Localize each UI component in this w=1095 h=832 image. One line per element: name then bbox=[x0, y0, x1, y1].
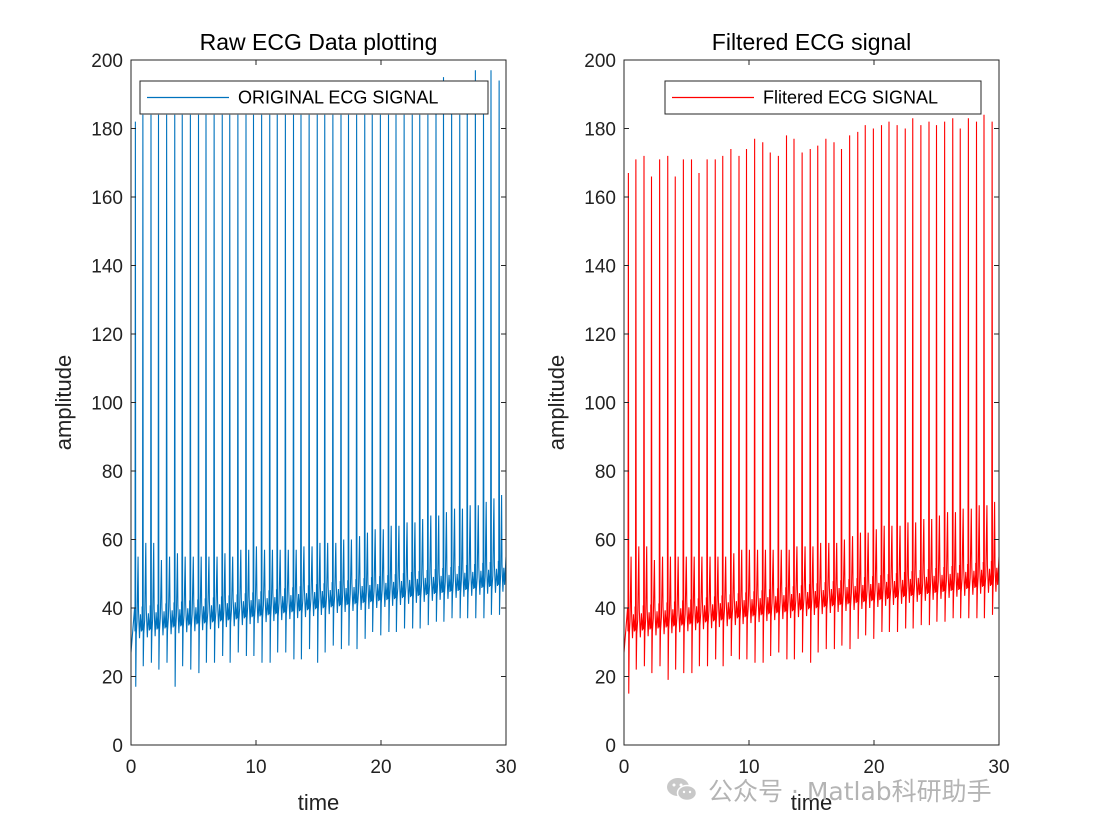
y-tick-label: 160 bbox=[584, 188, 616, 209]
x-tick-label: 30 bbox=[495, 757, 516, 778]
x-tick-label: 20 bbox=[370, 757, 391, 778]
y-axis-label: amplitude bbox=[51, 355, 76, 450]
x-tick-label: 0 bbox=[126, 757, 137, 778]
y-tick-label: 20 bbox=[595, 668, 616, 689]
legend: Flitered ECG SIGNAL bbox=[664, 80, 982, 115]
y-tick-label: 140 bbox=[584, 257, 616, 278]
x-axis-label: time bbox=[298, 790, 340, 815]
y-tick-label: 60 bbox=[595, 531, 616, 552]
y-tick-label: 140 bbox=[91, 257, 123, 278]
y-tick-label: 120 bbox=[91, 325, 123, 346]
wechat-icon bbox=[667, 778, 698, 802]
y-tick-label: 200 bbox=[584, 51, 616, 72]
x-tick-label: 10 bbox=[738, 757, 759, 778]
y-tick-label: 60 bbox=[102, 531, 123, 552]
y-tick-label: 100 bbox=[91, 394, 123, 415]
y-tick-label: 40 bbox=[595, 599, 616, 620]
y-axis-label: amplitude bbox=[544, 355, 569, 450]
series-line bbox=[131, 70, 506, 687]
filtered-ecg-axes: 0 20 40 60 80 100 120 140 160 180 200 0 10 20 30 Filter… bbox=[544, 29, 1010, 815]
y-tick-label: 100 bbox=[584, 394, 616, 415]
legend-label: ORIGINAL ECG SIGNAL bbox=[238, 88, 438, 108]
legend: ORIGINAL ECG SIGNAL bbox=[139, 80, 489, 115]
series-line bbox=[624, 114, 999, 694]
plot-area bbox=[131, 60, 506, 745]
x-tick-label: 30 bbox=[988, 757, 1009, 778]
x-tick-label: 0 bbox=[619, 757, 630, 778]
y-tick-label: 0 bbox=[605, 736, 616, 757]
y-tick-label: 80 bbox=[595, 462, 616, 483]
watermark: 公众号 · Matlab科研助手 bbox=[666, 770, 992, 810]
legend-label: Flitered ECG SIGNAL bbox=[763, 88, 938, 108]
y-tick-label: 200 bbox=[91, 51, 123, 72]
plot-area bbox=[624, 60, 999, 745]
raw-ecg-axes: 0 20 40 60 80 100 120 140 160 180 200 0 10 20 30 Raw EC… bbox=[51, 29, 517, 815]
y-tick-label: 180 bbox=[91, 120, 123, 141]
y-tick-label: 160 bbox=[91, 188, 123, 209]
y-tick-label: 80 bbox=[102, 462, 123, 483]
watermark-text: 公众号 · Matlab科研助手 bbox=[708, 777, 992, 806]
x-tick-label: 20 bbox=[863, 757, 884, 778]
y-tick-label: 20 bbox=[102, 668, 123, 689]
y-tick-label: 120 bbox=[584, 325, 616, 346]
y-tick-label: 40 bbox=[102, 599, 123, 620]
x-tick-label: 10 bbox=[245, 757, 266, 778]
x-axis-label: time bbox=[791, 790, 833, 815]
y-tick-label: 180 bbox=[584, 120, 616, 141]
y-tick-label: 0 bbox=[112, 736, 123, 757]
chart-title: Filtered ECG signal bbox=[712, 29, 911, 55]
chart-title: Raw ECG Data plotting bbox=[200, 29, 438, 55]
